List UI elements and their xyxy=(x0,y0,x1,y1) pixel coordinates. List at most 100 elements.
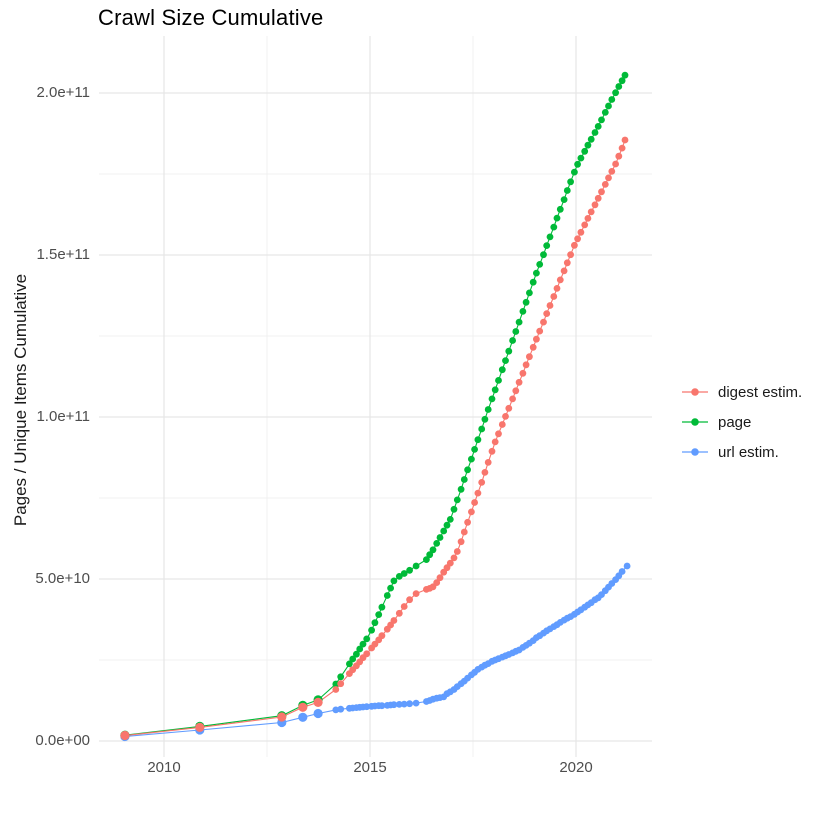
data-point xyxy=(553,214,561,222)
x-tick-label: 2010 xyxy=(147,759,181,776)
x-tick-label: 2015 xyxy=(353,759,387,776)
data-point xyxy=(332,680,340,688)
gridlines xyxy=(99,36,652,757)
data-point xyxy=(371,619,379,627)
data-point xyxy=(120,730,130,741)
data-point xyxy=(390,701,398,709)
data-point xyxy=(618,568,626,575)
data-point xyxy=(533,269,540,277)
data-point xyxy=(615,152,623,160)
data-point xyxy=(601,181,609,188)
data-point xyxy=(464,518,471,526)
data-point xyxy=(406,700,413,708)
data-point xyxy=(512,328,520,335)
x-tick-label: 2020 xyxy=(559,759,593,776)
legend-item-digest-estim: digest estim. xyxy=(681,377,802,407)
data-point xyxy=(553,285,561,292)
data-point xyxy=(453,548,461,555)
data-point xyxy=(446,559,454,567)
data-point xyxy=(560,196,568,204)
data-point xyxy=(577,228,585,236)
data-point xyxy=(577,154,585,162)
y-tick-label: 0.0e+00 xyxy=(35,732,90,749)
data-point xyxy=(615,83,623,90)
legend-item-url-estim: url estim. xyxy=(681,437,802,467)
data-point xyxy=(433,579,441,586)
data-point xyxy=(457,485,465,493)
data-point xyxy=(406,566,413,574)
data-point xyxy=(612,89,619,97)
data-point xyxy=(349,655,357,663)
data-point xyxy=(502,357,509,364)
data-point xyxy=(346,660,353,668)
data-point xyxy=(543,310,551,317)
data-point xyxy=(581,221,589,229)
y-tick-label: 1.0e+11 xyxy=(36,408,90,425)
data-point xyxy=(436,534,444,541)
data-point xyxy=(526,289,533,297)
data-point xyxy=(378,603,386,611)
data-point xyxy=(491,386,499,394)
legend-key-icon xyxy=(682,448,708,456)
data-point xyxy=(612,160,619,168)
data-point xyxy=(457,538,465,546)
data-point xyxy=(556,276,564,284)
data-point xyxy=(563,259,571,267)
data-point xyxy=(526,353,533,361)
legend-label: page xyxy=(718,413,752,431)
legend-key-icon xyxy=(682,418,708,426)
y-tick-label: 2.0e+11 xyxy=(36,84,90,101)
data-point xyxy=(591,201,599,209)
data-point xyxy=(313,697,323,708)
chart-title: Crawl Size Cumulative xyxy=(98,5,324,30)
data-point xyxy=(387,584,394,592)
data-point xyxy=(468,508,475,516)
data-point xyxy=(298,712,308,722)
data-point xyxy=(460,528,468,536)
data-point xyxy=(550,223,558,231)
data-point xyxy=(460,476,468,483)
data-point xyxy=(536,327,544,335)
data-point xyxy=(375,611,383,618)
data-point xyxy=(443,521,451,529)
data-point xyxy=(608,168,616,175)
data-point xyxy=(608,96,616,103)
data-point xyxy=(591,129,599,136)
data-point xyxy=(605,174,612,182)
data-point xyxy=(453,496,461,504)
data-point xyxy=(363,650,371,658)
data-point xyxy=(519,369,527,377)
data-point xyxy=(433,540,441,547)
data-point xyxy=(495,377,502,384)
series-points-digest-estim xyxy=(120,136,629,741)
data-point xyxy=(440,527,448,535)
data-point xyxy=(337,680,345,688)
data-point xyxy=(395,573,403,580)
data-point xyxy=(481,415,489,423)
data-point xyxy=(587,135,595,143)
data-point xyxy=(423,556,430,563)
data-point xyxy=(533,335,540,343)
data-point xyxy=(587,208,595,216)
data-point xyxy=(484,459,492,466)
data-point xyxy=(363,635,371,643)
data-point xyxy=(502,413,509,420)
data-point xyxy=(574,235,581,243)
data-point xyxy=(478,479,486,486)
data-point xyxy=(584,215,592,222)
data-point xyxy=(540,251,547,259)
data-point xyxy=(571,241,578,249)
data-point xyxy=(498,421,506,428)
data-point xyxy=(581,147,589,155)
data-point xyxy=(390,617,398,624)
data-point xyxy=(313,708,323,719)
data-point xyxy=(471,499,478,506)
data-point xyxy=(195,722,205,733)
data-point xyxy=(412,699,420,707)
data-point xyxy=(400,603,408,610)
data-point xyxy=(509,395,516,403)
data-point xyxy=(481,469,489,476)
data-point xyxy=(368,626,375,634)
data-point xyxy=(574,160,581,168)
data-point xyxy=(353,650,360,658)
